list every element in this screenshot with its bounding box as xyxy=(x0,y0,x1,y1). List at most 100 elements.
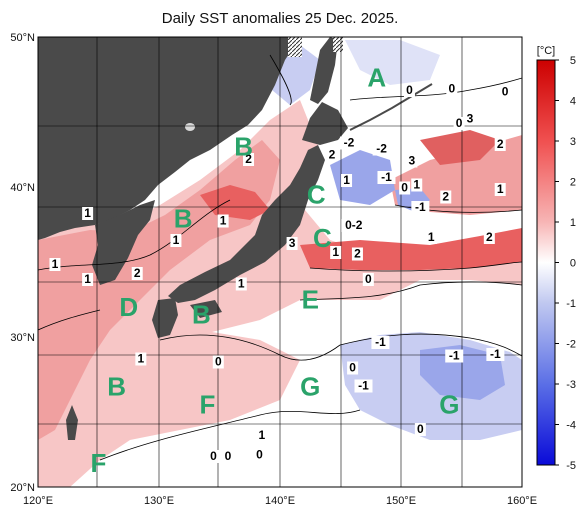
colorbar-tick-label: 5 xyxy=(570,55,576,67)
region-label: A xyxy=(367,63,386,93)
longitude-tick-label: 130°E xyxy=(144,495,174,507)
contour-lines xyxy=(38,54,522,461)
contour-label-bg xyxy=(207,450,219,463)
contour-label-bg xyxy=(445,349,464,363)
contour-label-bg xyxy=(377,171,396,184)
longitude-tick-label: 140°E xyxy=(265,495,295,507)
cool-anomaly-region xyxy=(330,150,395,205)
land-taiwan xyxy=(66,405,78,440)
sea-ice-hatch xyxy=(333,37,343,52)
contour-label-bg xyxy=(135,352,147,366)
colorbar-tick-label: 1 xyxy=(570,217,576,229)
colorbar: [°C] 5 4 3 2 1 0 -1 -2 -3 -4 -5 xyxy=(536,45,576,472)
region-label: B xyxy=(107,372,126,402)
latitude-tick-label: 50°N xyxy=(10,32,35,44)
contour-value-label: 2 xyxy=(497,137,504,151)
colorbar-tick-label: 3 xyxy=(570,136,576,148)
contour-value-label: -2 xyxy=(344,136,355,150)
contour-value-label: 2 xyxy=(329,148,336,162)
warm-anomaly-region xyxy=(200,185,270,220)
cool-anomaly-region xyxy=(420,345,505,400)
contour-value-label: 0 xyxy=(215,355,222,369)
land-japan-kyushu xyxy=(152,298,178,338)
contour-value-label: 1 xyxy=(413,178,420,192)
region-label: D xyxy=(119,292,138,322)
contour-value-label: 2 xyxy=(486,230,493,244)
region-label: G xyxy=(439,390,459,420)
contour-label-bg xyxy=(170,234,182,247)
colorbar-tick-label: 0 xyxy=(570,258,576,270)
latitude-tick-label: 40°N xyxy=(10,182,35,194)
contour-value-label: 1 xyxy=(428,230,435,244)
contour-value-label: -2 xyxy=(376,142,387,156)
land-japan-hokkaido xyxy=(302,102,348,145)
graticule xyxy=(38,37,522,487)
contour-label-bg xyxy=(464,112,476,126)
contour-value-label: 1 xyxy=(138,352,145,366)
contour-value-label: 0 xyxy=(225,449,232,463)
contour-label-bg xyxy=(330,246,342,259)
contour-label-bg xyxy=(372,142,391,156)
contour-value-label: 1 xyxy=(497,182,504,196)
map-title: Daily SST anomalies 25 Dec. 2025. xyxy=(161,10,399,27)
land-sakhalin xyxy=(310,37,338,104)
contour-label-bg xyxy=(243,153,255,166)
contour-value-label: 0 xyxy=(256,448,263,462)
contour-label-bg xyxy=(351,247,363,261)
region-label: C xyxy=(313,223,332,253)
contour-value-label: 0 xyxy=(401,181,408,195)
contour-label-bg xyxy=(341,174,353,187)
colorbar-scale xyxy=(536,59,556,466)
contour-value-label: 3 xyxy=(409,154,416,168)
contour-label-bg xyxy=(222,450,234,463)
colorbar-tick-label: -3 xyxy=(566,379,576,391)
contour-value-label: 2 xyxy=(245,152,252,166)
colorbar-tick-label: -5 xyxy=(566,460,576,472)
contour-label-bg xyxy=(256,429,268,442)
cool-anomaly-region xyxy=(345,40,440,85)
land-kuril-islands xyxy=(349,83,433,131)
warm-anomaly-region xyxy=(38,330,300,487)
region-label: B xyxy=(234,132,253,162)
contour-label-bg xyxy=(253,448,265,462)
contour-label-bg xyxy=(235,277,247,291)
contour-value-label: 1 xyxy=(220,214,227,228)
contour-label-bg xyxy=(499,85,511,99)
region-label: C xyxy=(307,180,326,210)
contour-value-label: 1 xyxy=(52,257,59,271)
contour-label-bg xyxy=(453,117,465,130)
contour-value-label: 0 xyxy=(417,422,424,436)
contour-value-label: 1 xyxy=(332,245,339,259)
contour-value-label: 0-2 xyxy=(345,218,363,232)
colorbar-ticks: 5 4 3 2 1 0 -1 -2 -3 -4 -5 xyxy=(555,55,576,472)
contour-value-label: 0 xyxy=(406,83,413,97)
contour-label-bg xyxy=(403,84,415,97)
contour-value-label: -1 xyxy=(449,349,460,363)
colorbar-tick-label: -1 xyxy=(566,298,576,310)
latitude-axis: 50°N 40°N 30°N 20°N xyxy=(10,32,35,494)
contour-label-bg xyxy=(339,136,358,150)
contour-value-label: 3 xyxy=(289,236,296,250)
colorbar-tick-label: -2 xyxy=(566,339,576,351)
island-mark xyxy=(185,123,195,131)
latitude-tick-label: 20°N xyxy=(10,482,35,494)
land-japan-honshu xyxy=(168,145,325,303)
longitude-tick-label: 120°E xyxy=(23,495,53,507)
contour-label-bg xyxy=(354,379,373,393)
contour-label-bg xyxy=(341,219,367,232)
longitude-tick-label: 160°E xyxy=(507,495,537,507)
contour-value-label: 1 xyxy=(259,428,266,442)
contour-value-label: 1 xyxy=(238,277,245,291)
contour-value-label: 2 xyxy=(354,247,361,261)
contour-label-bg xyxy=(371,336,390,349)
contour-label-bg xyxy=(49,258,61,271)
contour-value-label: 2 xyxy=(442,190,449,204)
contour-label-bg xyxy=(494,183,506,196)
contour-label-bg xyxy=(414,423,426,436)
region-label: B xyxy=(174,204,193,234)
contour-value-label: -1 xyxy=(490,347,501,361)
contour-value-label: 0 xyxy=(456,116,463,130)
contour-label-bg xyxy=(131,267,143,280)
